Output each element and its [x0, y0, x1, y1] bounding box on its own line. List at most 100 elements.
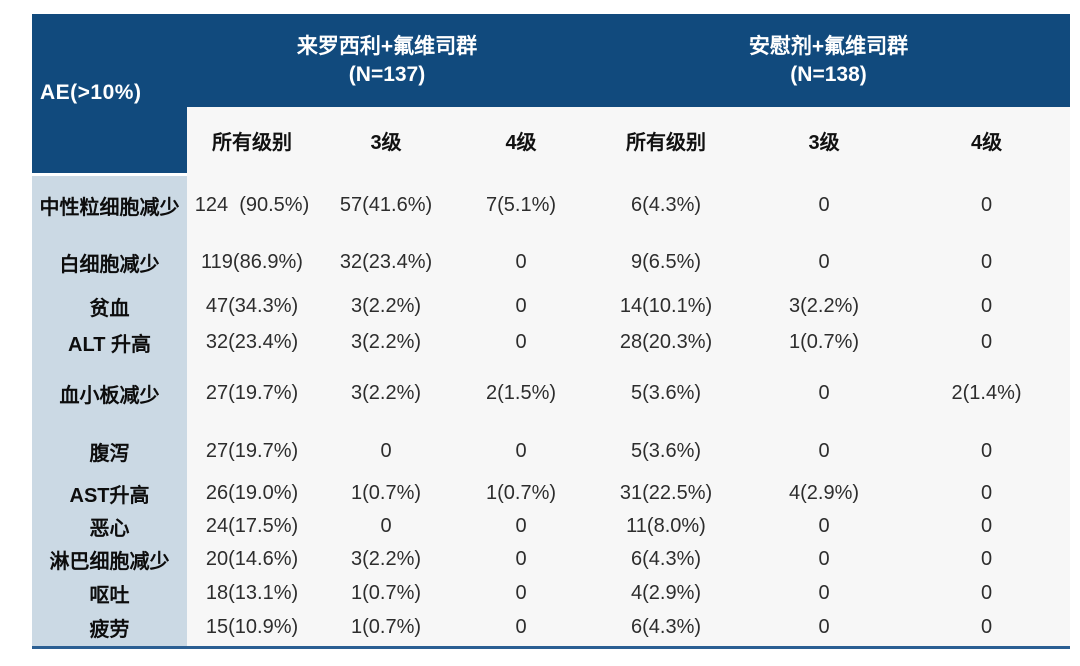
value-cell: 0 — [455, 236, 588, 288]
value-cell: 0 — [455, 324, 588, 360]
value-cell: 0 — [745, 576, 904, 610]
value-cell: 27(19.7%) — [187, 426, 317, 476]
group-header-placebo-name: 安慰剂+氟维司群 — [748, 35, 909, 59]
table-row: 恶心 24(17.5%) 0 0 11(8.0%) 0 0 — [32, 510, 1071, 543]
value-cell: 6(4.3%) — [587, 174, 746, 236]
value-cell: 47(34.3%) — [187, 288, 317, 324]
value-cell: 24(17.5%) — [187, 510, 317, 543]
value-cell: 7(5.1%) — [455, 174, 588, 236]
value-cell: 14(10.1%) — [587, 288, 746, 324]
table-row: AST升高 26(19.0%) 1(0.7%) 1(0.7%) 31(22.5%) 4(2… — [32, 476, 1071, 510]
row-label: 呕吐 — [32, 576, 187, 610]
table-row: 贫血 47(34.3%) 3(2.2%) 0 14(10.1%) 3(2.2%) 0 — [32, 288, 1071, 324]
table-row: 白细胞减少 119(86.9%) 32(23.4%) 0 9(6.5%) 0 0 — [32, 236, 1071, 288]
value-cell: 0 — [903, 510, 1071, 543]
value-cell: 26(19.0%) — [187, 476, 317, 510]
value-cell: 11(8.0%) — [587, 510, 746, 543]
subheader-grade3-arm2: 3级 — [745, 107, 904, 174]
value-cell: 0 — [745, 426, 904, 476]
adverse-events-table-container: AE(>10%) 来罗西利+氟维司群 (N=137) 安慰剂+氟维司群 (N=1… — [32, 14, 1071, 649]
group-header-treatment-n: (N=137) — [348, 62, 426, 86]
table-row: ALT 升高 32(23.4%) 3(2.2%) 0 28(20.3%) 1(0.7%) 0 — [32, 324, 1071, 360]
value-cell: 0 — [745, 510, 904, 543]
value-cell: 15(10.9%) — [187, 610, 317, 647]
row-label: AST升高 — [32, 476, 187, 510]
group-header-row: AE(>10%) 来罗西利+氟维司群 (N=137) 安慰剂+氟维司群 (N=1… — [32, 14, 1071, 174]
value-cell: 32(23.4%) — [317, 236, 455, 288]
value-cell: 0 — [455, 610, 588, 647]
table-row: 疲劳 15(10.9%) 1(0.7%) 0 6(4.3%) 0 0 — [32, 610, 1071, 647]
value-cell: 0 — [903, 610, 1071, 647]
value-cell: 0 — [455, 510, 588, 543]
group-header-placebo-n: (N=138) — [790, 62, 867, 86]
value-cell: 0 — [903, 576, 1071, 610]
value-cell: 3(2.2%) — [317, 543, 455, 576]
value-cell: 32(23.4%) — [187, 324, 317, 360]
table-row: 中性粒细胞减少 124 (90.5%) 57(41.6%) 7(5.1%) 6(4.3%… — [32, 172, 1071, 236]
value-cell: 1(0.7%) — [745, 324, 904, 360]
table-row: 腹泻 27(19.7%) 0 0 5(3.6%) 0 0 — [32, 426, 1071, 476]
value-cell: 0 — [903, 236, 1071, 288]
value-cell: 0 — [903, 543, 1071, 576]
value-cell: 3(2.2%) — [317, 360, 455, 426]
value-cell: 0 — [745, 236, 904, 288]
group-header-placebo-arm: 安慰剂+氟维司群 (N=138) — [587, 14, 1071, 107]
value-cell: 0 — [455, 288, 588, 324]
row-label: 血小板减少 — [32, 360, 187, 426]
group-header-treatment-arm: 来罗西利+氟维司群 (N=137) — [187, 14, 588, 107]
value-cell: 1(0.7%) — [317, 476, 455, 510]
subheader-all-grades-arm2: 所有级别 — [587, 107, 746, 174]
value-cell: 4(2.9%) — [587, 576, 746, 610]
value-cell: 0 — [903, 426, 1071, 476]
table-header: AE(>10%) 来罗西利+氟维司群 (N=137) 安慰剂+氟维司群 (N=1… — [32, 14, 1071, 174]
value-cell: 1(0.7%) — [455, 476, 588, 510]
value-cell: 0 — [903, 324, 1071, 360]
row-label: 白细胞减少 — [32, 236, 187, 288]
value-cell: 124 (90.5%) — [187, 174, 317, 236]
value-cell: 0 — [455, 576, 588, 610]
value-cell: 6(4.3%) — [587, 610, 746, 647]
table-row: 呕吐 18(13.1%) 1(0.7%) 0 4(2.9%) 0 0 — [32, 576, 1071, 610]
value-cell: 31(22.5%) — [587, 476, 746, 510]
group-header-treatment-name: 来罗西利+氟维司群 — [296, 35, 478, 59]
value-cell: 3(2.2%) — [317, 288, 455, 324]
value-cell: 0 — [455, 543, 588, 576]
value-cell: 18(13.1%) — [187, 576, 317, 610]
value-cell: 28(20.3%) — [587, 324, 746, 360]
value-cell: 0 — [903, 174, 1071, 236]
subheader-grade4-arm2: 4级 — [903, 107, 1071, 174]
value-cell: 27(19.7%) — [187, 360, 317, 426]
value-cell: 5(3.6%) — [587, 426, 746, 476]
value-cell: 0 — [317, 426, 455, 476]
value-cell: 5(3.6%) — [587, 360, 746, 426]
table-row: 血小板减少 27(19.7%) 3(2.2%) 2(1.5%) 5(3.6%) 0 2(1.… — [32, 360, 1071, 426]
row-label: 恶心 — [32, 510, 187, 543]
grade-header-row: 所有级别 3级 4级 所有级别 3级 4级 — [32, 107, 1071, 174]
value-cell: 3(2.2%) — [317, 324, 455, 360]
table-body: 中性粒细胞减少 124 (90.5%) 57(41.6%) 7(5.1%) 6(4.3%… — [32, 172, 1071, 647]
row-label: 淋巴细胞减少 — [32, 543, 187, 576]
value-cell: 0 — [317, 510, 455, 543]
row-label: 贫血 — [32, 288, 187, 324]
value-cell: 20(14.6%) — [187, 543, 317, 576]
value-cell: 0 — [745, 360, 904, 426]
value-cell: 0 — [455, 426, 588, 476]
value-cell: 57(41.6%) — [317, 174, 455, 236]
row-label: 疲劳 — [32, 610, 187, 647]
row-label: 中性粒细胞减少 — [32, 172, 187, 236]
adverse-events-table: AE(>10%) 来罗西利+氟维司群 (N=137) 安慰剂+氟维司群 (N=1… — [32, 14, 1071, 649]
value-cell: 0 — [745, 543, 904, 576]
value-cell: 2(1.4%) — [903, 360, 1071, 426]
value-cell: 0 — [903, 476, 1071, 510]
row-label: ALT 升高 — [32, 324, 187, 360]
value-cell: 2(1.5%) — [455, 360, 588, 426]
corner-header-ae: AE(>10%) — [32, 14, 187, 174]
value-cell: 3(2.2%) — [745, 288, 904, 324]
row-label: 腹泻 — [32, 426, 187, 476]
value-cell: 1(0.7%) — [317, 576, 455, 610]
value-cell: 9(6.5%) — [587, 236, 746, 288]
value-cell: 6(4.3%) — [587, 543, 746, 576]
table-row: 淋巴细胞减少 20(14.6%) 3(2.2%) 0 6(4.3%) 0 0 — [32, 543, 1071, 576]
subheader-all-grades-arm1: 所有级别 — [187, 107, 317, 174]
subheader-grade3-arm1: 3级 — [317, 107, 455, 174]
